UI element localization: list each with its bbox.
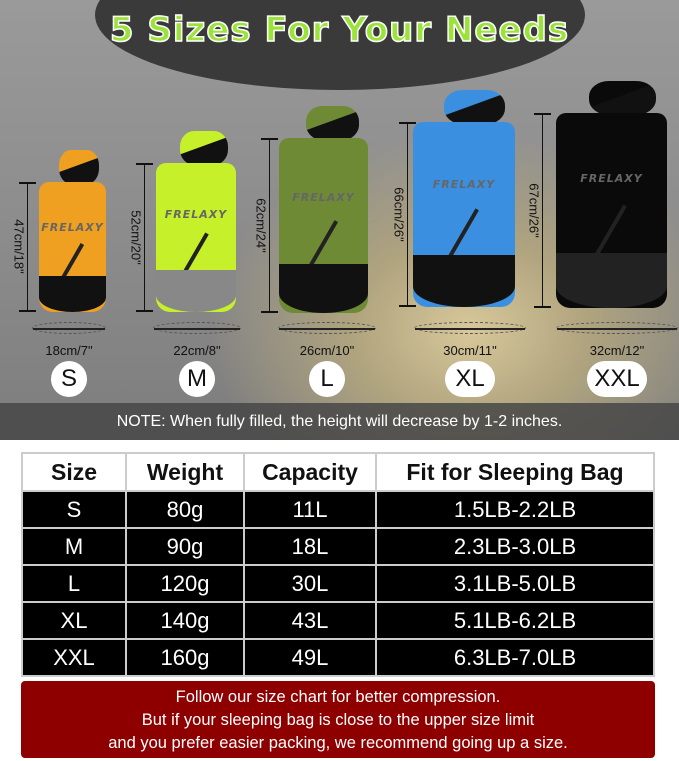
cell-size: S bbox=[21, 490, 127, 529]
bag-bottom bbox=[279, 264, 368, 313]
cell-size: XL bbox=[21, 601, 127, 640]
header-size: Size bbox=[21, 452, 127, 492]
height-label: 62cm/24" bbox=[253, 197, 269, 253]
table-header-row: Size Weight Capacity Fit for Sleeping Ba… bbox=[21, 452, 655, 492]
width-ellipse bbox=[413, 322, 527, 334]
stuff-sack-M: FRELAXY bbox=[156, 163, 236, 312]
bag-bottom bbox=[556, 253, 667, 308]
cell-weight: 160g bbox=[125, 638, 245, 677]
stuff-sack-XL: FRELAXY bbox=[413, 122, 515, 307]
bag-lid bbox=[443, 90, 505, 124]
cell-capacity: 11L bbox=[243, 490, 377, 529]
cell-size: XXL bbox=[21, 638, 127, 677]
bag-lid bbox=[589, 81, 656, 115]
bag-bottom bbox=[413, 255, 515, 307]
advice-line: But if your sleeping bag is close to the… bbox=[141, 711, 535, 729]
page-title: 5 Sizes For Your Needs bbox=[109, 9, 570, 51]
height-line bbox=[399, 122, 416, 307]
cell-weight: 80g bbox=[125, 490, 245, 529]
cell-capacity: 30L bbox=[243, 564, 377, 603]
height-line bbox=[136, 163, 153, 312]
width-label: 30cm/11" bbox=[443, 343, 497, 358]
height-label: 52cm/20" bbox=[128, 209, 144, 265]
cell-fit: 3.1LB-5.0LB bbox=[375, 564, 655, 603]
table-row: L 120g 30L 3.1LB-5.0LB bbox=[21, 564, 655, 603]
size-table: Size Weight Capacity Fit for Sleeping Ba… bbox=[21, 452, 655, 677]
size-badge-XXL: XXL bbox=[587, 361, 647, 397]
stuff-sack-XXL: FRELAXY bbox=[556, 113, 667, 308]
brand-logo: FRELAXY bbox=[164, 207, 228, 221]
width-ellipse bbox=[278, 322, 376, 334]
height-label: 47cm/18" bbox=[11, 219, 27, 274]
width-ellipse bbox=[153, 322, 241, 334]
width-label: 22cm/8" bbox=[173, 343, 221, 358]
brand-logo: FRELAXY bbox=[292, 190, 355, 204]
header-fit: Fit for Sleeping Bag bbox=[375, 452, 655, 492]
cell-fit: 6.3LB-7.0LB bbox=[375, 638, 655, 677]
height-label: 66cm/26" bbox=[391, 186, 407, 242]
stuff-sack-L: FRELAXY bbox=[279, 138, 368, 313]
cell-capacity: 43L bbox=[243, 601, 377, 640]
cell-fit: 5.1LB-6.2LB bbox=[375, 601, 655, 640]
height-line bbox=[534, 113, 551, 308]
table-row: XXL 160g 49L 6.3LB-7.0LB bbox=[21, 638, 655, 677]
cell-size: L bbox=[21, 564, 127, 603]
width-label: 32cm/12" bbox=[589, 343, 645, 358]
width-label: 26cm/10" bbox=[299, 343, 355, 358]
cell-weight: 90g bbox=[125, 527, 245, 566]
brand-logo: FRELAXY bbox=[432, 177, 496, 191]
table-row: M 90g 18L 2.3LB-3.0LB bbox=[21, 527, 655, 566]
advice-line: and you prefer easier packing, we recomm… bbox=[108, 734, 568, 752]
cell-fit: 2.3LB-3.0LB bbox=[375, 527, 655, 566]
cell-capacity: 49L bbox=[243, 638, 377, 677]
cell-capacity: 18L bbox=[243, 527, 377, 566]
height-note: NOTE: When fully filled, the height will… bbox=[0, 403, 679, 440]
table-row: XL 140g 43L 5.1LB-6.2LB bbox=[21, 601, 655, 640]
cell-fit: 1.5LB-2.2LB bbox=[375, 490, 655, 529]
bag-bottom bbox=[156, 270, 236, 312]
size-badge-XL: XL bbox=[445, 361, 495, 397]
bag-bottom bbox=[39, 275, 106, 312]
advice-box: Follow our size chart for better compres… bbox=[21, 681, 655, 758]
product-photo: 5 Sizes For Your Needs FRELAXY 47cm/18" … bbox=[0, 0, 679, 440]
width-ellipse bbox=[555, 322, 679, 334]
header-weight: Weight bbox=[125, 452, 245, 492]
stuff-sack-S: FRELAXY bbox=[39, 182, 106, 312]
cell-weight: 120g bbox=[125, 564, 245, 603]
width-ellipse bbox=[32, 322, 106, 334]
height-label: 67cm/26" bbox=[526, 182, 542, 238]
bag-lid bbox=[180, 131, 228, 165]
size-badge-M: M bbox=[179, 361, 215, 397]
bag-lid bbox=[305, 106, 360, 140]
bag-lid bbox=[59, 150, 100, 184]
brand-logo: FRELAXY bbox=[41, 221, 104, 234]
cell-weight: 140g bbox=[125, 601, 245, 640]
advice-line: Follow our size chart for better compres… bbox=[175, 688, 501, 706]
height-line bbox=[19, 182, 36, 312]
brand-logo: FRELAXY bbox=[580, 171, 643, 185]
header-capacity: Capacity bbox=[243, 452, 377, 492]
height-line bbox=[261, 138, 278, 313]
size-badge-L: L bbox=[309, 361, 345, 397]
width-label: 18cm/7" bbox=[45, 343, 93, 358]
table-row: S 80g 11L 1.5LB-2.2LB bbox=[21, 490, 655, 529]
size-badge-S: S bbox=[51, 361, 87, 397]
cell-size: M bbox=[21, 527, 127, 566]
